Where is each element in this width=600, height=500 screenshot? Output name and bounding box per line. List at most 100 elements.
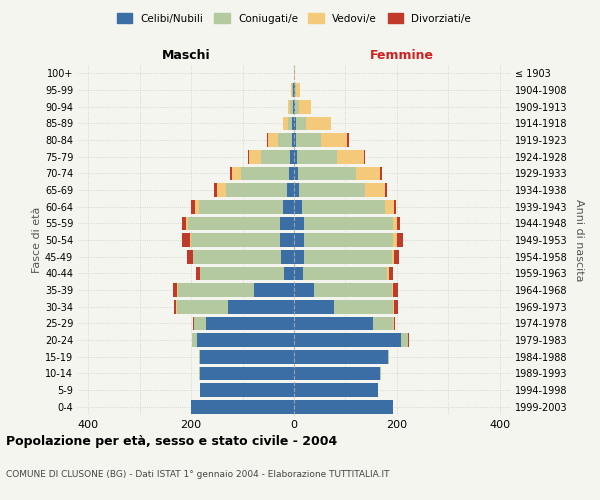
Bar [173, 283, 177, 297]
Bar [289, 166, 294, 180]
Bar [387, 266, 389, 280]
Bar [393, 300, 394, 314]
Bar [268, 133, 278, 147]
Bar [294, 316, 373, 330]
Bar [388, 350, 389, 364]
Bar [191, 400, 294, 413]
Bar [347, 133, 349, 147]
Bar [294, 216, 304, 230]
Text: Femmine: Femmine [370, 48, 434, 62]
Bar [380, 166, 382, 180]
Bar [294, 100, 295, 114]
Bar [278, 133, 292, 147]
Bar [196, 266, 200, 280]
Bar [296, 150, 337, 164]
Bar [194, 316, 206, 330]
Bar [385, 183, 386, 197]
Bar [294, 366, 380, 380]
Bar [283, 200, 294, 213]
Bar [385, 200, 394, 213]
Bar [294, 116, 296, 130]
Bar [304, 250, 392, 264]
Bar [296, 116, 306, 130]
Bar [394, 250, 400, 264]
Bar [187, 250, 193, 264]
Text: Popolazione per età, sesso e stato civile - 2004: Popolazione per età, sesso e stato civil… [6, 435, 337, 448]
Bar [295, 100, 299, 114]
Bar [392, 250, 394, 264]
Bar [182, 233, 190, 247]
Bar [294, 183, 299, 197]
Bar [177, 283, 178, 297]
Bar [199, 350, 200, 364]
Bar [232, 166, 241, 180]
Bar [173, 300, 176, 314]
Bar [294, 350, 388, 364]
Bar [304, 216, 393, 230]
Bar [199, 200, 283, 213]
Bar [178, 283, 254, 297]
Bar [294, 400, 393, 413]
Bar [294, 166, 298, 180]
Bar [292, 133, 294, 147]
Bar [192, 333, 197, 347]
Bar [230, 166, 232, 180]
Bar [299, 100, 311, 114]
Bar [337, 150, 364, 164]
Bar [281, 250, 294, 264]
Bar [188, 216, 280, 230]
Bar [389, 266, 393, 280]
Bar [294, 333, 401, 347]
Bar [249, 150, 260, 164]
Bar [228, 300, 294, 314]
Bar [314, 283, 392, 297]
Bar [380, 366, 382, 380]
Bar [365, 183, 385, 197]
Bar [294, 250, 304, 264]
Bar [200, 266, 284, 280]
Bar [293, 100, 294, 114]
Bar [294, 150, 296, 164]
Bar [191, 233, 280, 247]
Bar [296, 133, 321, 147]
Bar [334, 300, 393, 314]
Bar [393, 233, 397, 247]
Bar [401, 333, 408, 347]
Bar [195, 200, 199, 213]
Bar [197, 333, 294, 347]
Bar [260, 150, 290, 164]
Bar [299, 183, 365, 197]
Bar [283, 116, 288, 130]
Bar [294, 133, 296, 147]
Bar [356, 166, 380, 180]
Bar [290, 100, 293, 114]
Bar [193, 250, 281, 264]
Bar [364, 150, 365, 164]
Bar [294, 300, 334, 314]
Bar [294, 200, 302, 213]
Bar [280, 233, 294, 247]
Bar [190, 233, 191, 247]
Bar [321, 133, 347, 147]
Bar [397, 216, 400, 230]
Bar [248, 150, 249, 164]
Bar [296, 83, 300, 97]
Bar [394, 300, 398, 314]
Bar [397, 233, 403, 247]
Bar [186, 216, 188, 230]
Bar [393, 283, 398, 297]
Bar [200, 366, 294, 380]
Bar [254, 283, 294, 297]
Bar [303, 266, 387, 280]
Bar [182, 216, 186, 230]
Bar [287, 183, 294, 197]
Bar [241, 166, 289, 180]
Bar [392, 283, 393, 297]
Bar [306, 116, 331, 130]
Bar [226, 183, 287, 197]
Text: COMUNE DI CLUSONE (BG) - Dati ISTAT 1° gennaio 2004 - Elaborazione TUTTITALIA.IT: COMUNE DI CLUSONE (BG) - Dati ISTAT 1° g… [6, 470, 389, 479]
Bar [394, 316, 395, 330]
Bar [294, 233, 304, 247]
Text: Maschi: Maschi [161, 48, 211, 62]
Bar [295, 83, 296, 97]
